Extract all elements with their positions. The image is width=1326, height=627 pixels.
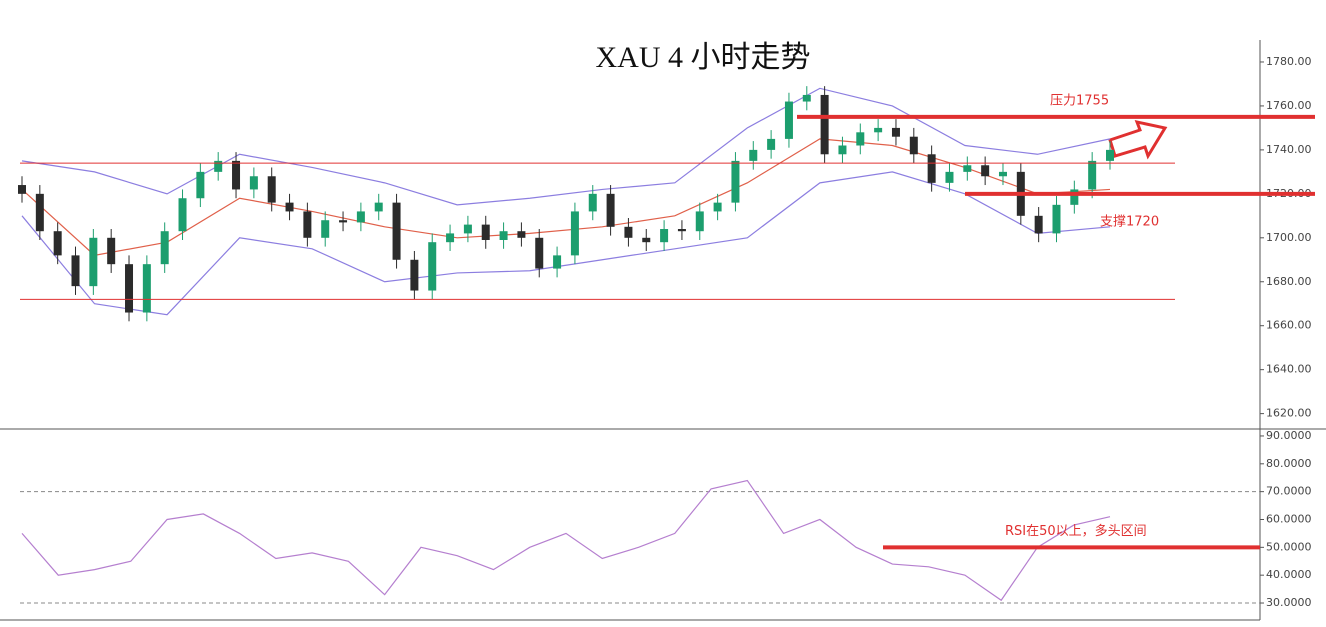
level-label: 支撑1720 <box>1100 214 1159 229</box>
candle-body <box>1052 204 1061 234</box>
candle-body <box>535 237 544 269</box>
candle-body <box>267 176 276 203</box>
y-tick-label: 1700.00 <box>1266 231 1312 244</box>
candle-body <box>249 176 258 190</box>
y-tick-label: 1780.00 <box>1266 55 1312 68</box>
y-tick-label: 50.0000 <box>1266 540 1312 553</box>
y-tick-label: 1640.00 <box>1266 363 1312 376</box>
candle-body <box>89 237 98 287</box>
candle-body <box>125 264 134 313</box>
arrow <box>1108 119 1168 160</box>
candle-body <box>981 165 990 177</box>
rsi-line <box>21 479 1111 602</box>
candle-body <box>624 226 633 238</box>
candle-body <box>107 237 116 265</box>
chart-title: XAU 4 小时走势 <box>596 41 811 74</box>
candle-body <box>891 127 900 137</box>
y-tick-label: 90.0000 <box>1266 429 1312 442</box>
candle-body <box>588 193 597 212</box>
candle-body <box>1070 189 1079 205</box>
y-tick-label: 1680.00 <box>1266 275 1312 288</box>
candle-body <box>820 94 829 155</box>
candle-body <box>606 193 615 227</box>
candle-body <box>356 211 365 223</box>
candle-body <box>553 255 562 269</box>
candle-body <box>18 185 26 194</box>
candle-body <box>285 202 294 212</box>
candle-body <box>71 255 80 287</box>
candle-body <box>784 101 793 139</box>
candle-body <box>178 198 187 232</box>
y-tick-label: 1620.00 <box>1266 407 1312 420</box>
candle-body <box>392 202 401 260</box>
y-tick-label: 40.0000 <box>1266 568 1312 581</box>
candle-body <box>160 231 169 265</box>
y-tick-label: 60.0000 <box>1266 512 1312 525</box>
candle-body <box>214 160 223 172</box>
candle-body <box>945 171 954 183</box>
candle-body <box>499 231 508 240</box>
candle-body <box>446 233 455 243</box>
candle-body <box>142 264 151 313</box>
candle-body <box>410 259 419 291</box>
y-tick-label: 1740.00 <box>1266 143 1312 156</box>
candle-body <box>660 229 669 243</box>
band-line <box>21 171 1111 316</box>
candle-body <box>481 224 490 240</box>
candle-body <box>463 224 472 234</box>
candle-body <box>303 211 312 238</box>
candle-body <box>909 136 918 155</box>
candle-body <box>1034 215 1043 234</box>
candle-body <box>1106 149 1114 161</box>
candle-body <box>232 160 241 190</box>
y-tick-label: 30.0000 <box>1266 596 1312 609</box>
candle-body <box>517 231 526 238</box>
band-line <box>21 87 1111 206</box>
candle-body <box>963 165 972 172</box>
candle-body <box>339 220 348 223</box>
candle-body <box>998 171 1007 177</box>
candle-body <box>713 202 722 212</box>
candle-body <box>1088 160 1097 190</box>
candle-body <box>695 211 704 232</box>
candle-body <box>374 202 383 212</box>
y-tick-label: 70.0000 <box>1266 485 1312 498</box>
y-tick-label: 1660.00 <box>1266 319 1312 332</box>
candle-body <box>927 154 936 183</box>
band-line <box>21 138 1111 257</box>
candle-body <box>731 160 740 203</box>
candle-body <box>874 127 883 133</box>
candle-body <box>570 211 579 256</box>
candle-body <box>196 171 205 199</box>
candle-body <box>642 237 651 243</box>
candle-body <box>749 149 758 161</box>
candle-body <box>838 145 847 155</box>
y-tick-label: 80.0000 <box>1266 457 1312 470</box>
y-tick-label: 1760.00 <box>1266 99 1312 112</box>
candle-body <box>428 242 437 291</box>
candle-body <box>856 132 865 146</box>
candle-body <box>35 193 44 232</box>
level-label: RSI在50以上，多头区间 <box>1005 523 1147 539</box>
candle-body <box>677 229 686 232</box>
candle-body <box>767 138 776 150</box>
level-label: 压力1755 <box>1050 93 1109 108</box>
candle-body <box>321 220 330 238</box>
candle-body <box>53 231 62 256</box>
candle-body <box>802 94 811 102</box>
